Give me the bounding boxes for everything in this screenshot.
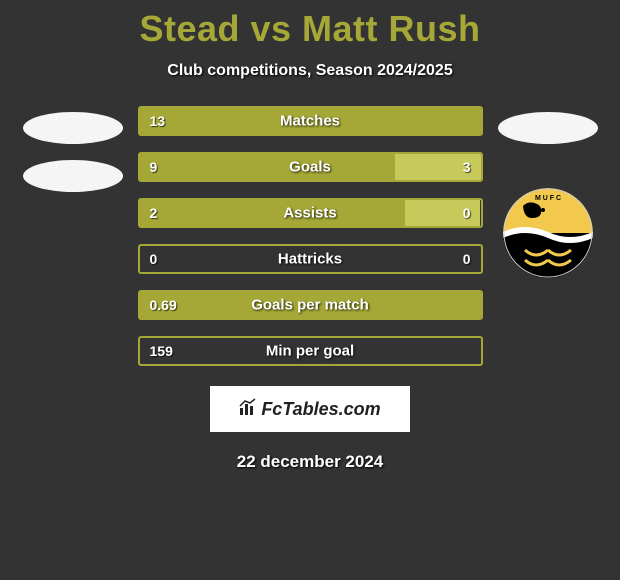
stat-row: 0 0 Hattricks <box>138 244 483 274</box>
left-player-col <box>18 106 128 366</box>
right-club-badge: M U F C <box>503 188 593 278</box>
stat-left-value: 0 <box>150 251 158 267</box>
stat-row: 2 0 Assists <box>138 198 483 228</box>
chart-icon <box>239 398 257 421</box>
stat-right-value: 0 <box>463 205 471 221</box>
stat-label: Min per goal <box>266 343 354 360</box>
bar-left-fill <box>140 154 396 180</box>
stat-right-value: 3 <box>463 159 471 175</box>
stat-right-value: 0 <box>463 251 471 267</box>
stat-row: 9 3 Goals <box>138 152 483 182</box>
stat-label: Goals per match <box>251 297 369 314</box>
right-player-photo-placeholder <box>498 112 598 144</box>
right-player-col: M U F C <box>493 106 603 366</box>
stat-label: Hattricks <box>278 251 342 268</box>
stat-left-value: 159 <box>150 343 173 359</box>
stat-left-value: 9 <box>150 159 158 175</box>
left-player-photo-placeholder-1 <box>23 112 123 144</box>
stat-left-value: 0.69 <box>150 297 177 313</box>
stat-row: 0.69 Goals per match <box>138 290 483 320</box>
fctables-logo[interactable]: FcTables.com <box>210 386 410 432</box>
date: 22 december 2024 <box>237 452 384 472</box>
bar-left-fill <box>140 200 406 226</box>
left-player-photo-placeholder-2 <box>23 160 123 192</box>
stat-label: Assists <box>283 205 336 222</box>
stat-bars: 13 Matches 9 3 Goals 2 0 Assists 0 0 Hattricks 0.69… <box>138 106 483 366</box>
stat-left-value: 13 <box>150 113 166 129</box>
svg-text:M U F C: M U F C <box>534 195 560 202</box>
stat-left-value: 2 <box>150 205 158 221</box>
logo-text: FcTables.com <box>261 399 380 420</box>
page-title: Stead vs Matt Rush <box>139 8 480 50</box>
stat-row: 13 Matches <box>138 106 483 136</box>
stat-row: 159 Min per goal <box>138 336 483 366</box>
stat-label: Matches <box>280 113 340 130</box>
subtitle: Club competitions, Season 2024/2025 <box>167 62 452 80</box>
stat-label: Goals <box>289 159 331 176</box>
comparison-chart: 13 Matches 9 3 Goals 2 0 Assists 0 0 Hattricks 0.69… <box>0 106 620 366</box>
